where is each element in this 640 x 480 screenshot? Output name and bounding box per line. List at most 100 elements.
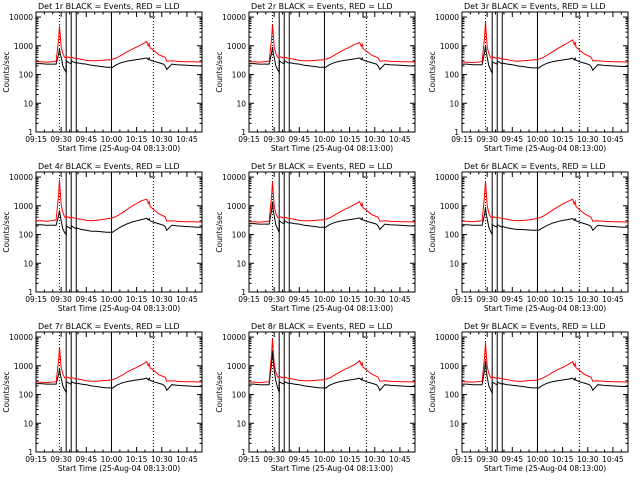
x-tick-label: 10:00 <box>527 295 549 304</box>
x-tick-label: 10:00 <box>527 135 549 144</box>
events-series-line <box>462 45 628 74</box>
y-tick-label: 1 <box>454 448 459 457</box>
chart-panel: Det 9r BLACK = Events, RED = LLD 1 10 100 10… <box>428 322 629 473</box>
x-tick-label: 10:45 <box>389 135 411 144</box>
y-tick-label: 1 <box>28 128 33 137</box>
plot-frame <box>248 331 416 453</box>
y-tick-label: 100 <box>445 391 460 400</box>
x-tick-label: 09:30 <box>263 135 285 144</box>
interval-bracket <box>149 171 156 178</box>
y-axis-label: Counts/sec <box>428 211 437 252</box>
y-tick-label: 1000 <box>14 202 33 211</box>
chart-panel: Det 4r BLACK = Events, RED = LLD 1 10 100 10… <box>2 162 203 313</box>
events-series-line <box>462 360 628 394</box>
x-tick-label: 10:45 <box>176 455 198 464</box>
y-tick-label: 10000 <box>9 173 33 182</box>
y-tick-label: 10000 <box>222 333 246 342</box>
x-tick-label: 10:45 <box>176 135 198 144</box>
x-tick-label: 09:45 <box>75 135 97 144</box>
x-tick-label: 09:30 <box>50 135 72 144</box>
y-tick-label: 1 <box>28 448 33 457</box>
x-tick-label: 10:15 <box>339 455 361 464</box>
events-series-line <box>36 368 202 395</box>
y-tick-label: 1 <box>28 288 33 297</box>
y-tick-label: 10000 <box>435 333 459 342</box>
chart-panel: Det 6r BLACK = Events, RED = LLD 1 10 100 10… <box>428 162 629 313</box>
x-tick-label: 09:30 <box>50 295 72 304</box>
y-tick-label: 10000 <box>9 13 33 22</box>
x-tick-label: 10:30 <box>577 455 599 464</box>
x-axis-label: Start Time (25-Aug-04 08:13:00) <box>58 464 180 473</box>
lld-series-line <box>462 180 629 223</box>
plot-frame <box>461 171 629 293</box>
x-tick-label: 09:45 <box>75 295 97 304</box>
y-tick-label: 1000 <box>227 42 246 51</box>
x-tick-label: 10:15 <box>552 295 574 304</box>
x-tick-label: 10:45 <box>602 295 624 304</box>
x-tick-label: 10:00 <box>314 455 336 464</box>
x-tick-label: 09:45 <box>501 135 523 144</box>
lld-series-line <box>36 179 203 223</box>
interval-bracket <box>362 331 369 338</box>
plot-frame <box>248 11 416 133</box>
y-tick-label: 100 <box>19 391 34 400</box>
y-tick-label: 10 <box>23 259 33 268</box>
x-tick-label: 09:15 <box>451 295 473 304</box>
lld-series-line <box>249 24 416 63</box>
y-tick-label: 1000 <box>227 202 246 211</box>
y-tick-label: 10 <box>449 419 459 428</box>
y-tick-label: 10000 <box>222 13 246 22</box>
x-axis-label: Start Time (25-Aug-04 08:13:00) <box>58 144 180 153</box>
chart-panel: Det 7r BLACK = Events, RED = LLD 1 10 100 10… <box>2 322 203 473</box>
plot-frame <box>35 331 203 453</box>
y-tick-label: 100 <box>445 231 460 240</box>
plot-frame <box>35 11 203 133</box>
x-tick-label: 09:45 <box>501 295 523 304</box>
x-tick-label: 09:45 <box>501 455 523 464</box>
y-tick-label: 10 <box>236 419 246 428</box>
y-tick-label: 100 <box>445 71 460 80</box>
x-tick-label: 09:15 <box>238 455 260 464</box>
x-tick-label: 10:45 <box>602 135 624 144</box>
x-tick-label: 10:00 <box>314 295 336 304</box>
x-tick-label: 10:15 <box>552 455 574 464</box>
y-tick-label: 1000 <box>440 362 459 371</box>
x-tick-label: 10:45 <box>389 455 411 464</box>
x-tick-label: 10:30 <box>364 455 386 464</box>
y-tick-label: 1000 <box>14 42 33 51</box>
x-tick-label: 10:15 <box>126 135 148 144</box>
y-tick-label: 10 <box>23 419 33 428</box>
x-tick-label: 10:00 <box>101 295 123 304</box>
events-series-line <box>249 47 415 75</box>
y-tick-label: 10000 <box>9 333 33 342</box>
interval-bracket <box>575 331 582 338</box>
y-tick-label: 100 <box>232 391 247 400</box>
x-axis-label: Start Time (25-Aug-04 08:13:00) <box>484 144 606 153</box>
x-axis-label: Start Time (25-Aug-04 08:13:00) <box>484 304 606 313</box>
x-tick-label: 09:15 <box>451 135 473 144</box>
x-tick-label: 10:00 <box>314 135 336 144</box>
y-tick-label: 1 <box>454 288 459 297</box>
y-axis-label: Counts/sec <box>215 211 224 252</box>
x-tick-label: 10:15 <box>339 295 361 304</box>
x-tick-label: 10:30 <box>364 295 386 304</box>
x-tick-label: 09:30 <box>263 455 285 464</box>
x-axis-label: Start Time (25-Aug-04 08:13:00) <box>271 304 393 313</box>
events-series-line <box>36 48 202 75</box>
x-axis-label: Start Time (25-Aug-04 08:13:00) <box>58 304 180 313</box>
x-tick-label: 10:30 <box>364 135 386 144</box>
chart-panel: Det 8r BLACK = Events, RED = LLD 1 10 100 10… <box>215 322 416 473</box>
interval-bracket <box>575 171 582 178</box>
events-series-line <box>249 350 415 393</box>
plot-frame <box>461 11 629 133</box>
chart-title: Det 8r BLACK = Events, RED = LLD <box>251 322 393 331</box>
chart-title: Det 7r BLACK = Events, RED = LLD <box>38 322 180 331</box>
y-tick-label: 1 <box>241 448 246 457</box>
y-tick-label: 10000 <box>435 13 459 22</box>
interval-bracket <box>362 11 369 18</box>
x-tick-label: 09:15 <box>238 135 260 144</box>
chart-title: Det 5r BLACK = Events, RED = LLD <box>251 162 393 171</box>
y-tick-label: 1 <box>241 128 246 137</box>
x-tick-label: 09:30 <box>476 135 498 144</box>
